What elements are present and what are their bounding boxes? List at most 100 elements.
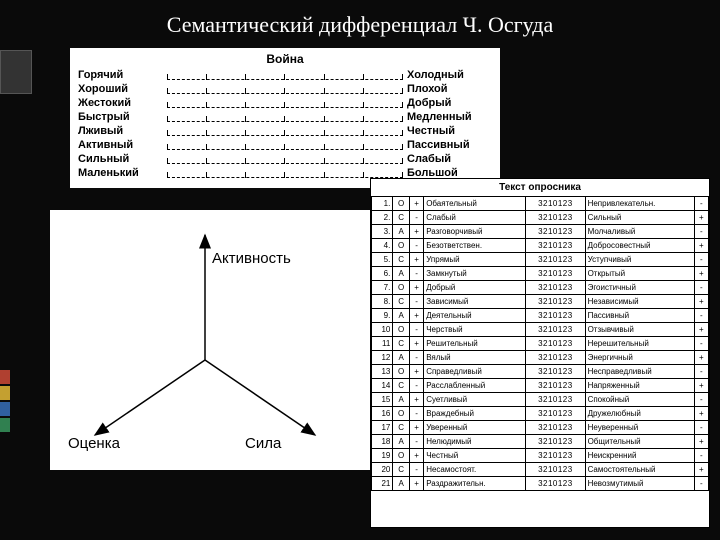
mark-2 bbox=[0, 386, 10, 400]
scale-ticks bbox=[167, 140, 403, 150]
cell-left-adj: Безответствен. bbox=[424, 239, 526, 253]
cell-sign-right: - bbox=[694, 477, 708, 491]
cell-factor: О bbox=[393, 239, 410, 253]
axis-label-left: Оценка bbox=[68, 435, 120, 452]
cell-factor: О bbox=[393, 197, 410, 211]
scale-right-label: Плохой bbox=[407, 83, 492, 95]
cell-scale: 3210123 bbox=[526, 393, 585, 407]
cell-left-adj: Несамостоят. bbox=[424, 463, 526, 477]
cell-sign-right: - bbox=[694, 253, 708, 267]
cell-right-adj: Общительный bbox=[585, 435, 694, 449]
cell-sign-right: + bbox=[694, 463, 708, 477]
cell-num: 11 bbox=[372, 337, 393, 351]
cell-sign-right: - bbox=[694, 281, 708, 295]
scale-left-label: Активный bbox=[78, 139, 163, 151]
scale-ticks bbox=[167, 154, 403, 164]
cell-right-adj: Эгоистичный bbox=[585, 281, 694, 295]
cell-sign-left: - bbox=[409, 463, 423, 477]
cell-num: 18 bbox=[372, 435, 393, 449]
cell-right-adj: Сильный bbox=[585, 211, 694, 225]
cell-sign-left: + bbox=[409, 337, 423, 351]
cell-right-adj: Дружелюбный bbox=[585, 407, 694, 421]
scale-row: Хороший Плохой bbox=[78, 82, 492, 96]
cell-sign-right: - bbox=[694, 337, 708, 351]
cell-factor: С bbox=[393, 211, 410, 225]
table-row: 18А-Нелюдимый3210123Общительный+ bbox=[372, 435, 709, 449]
cell-left-adj: Вялый bbox=[424, 351, 526, 365]
table-row: 20С-Несамостоят.3210123Самостоятельный+ bbox=[372, 463, 709, 477]
scale-ticks bbox=[167, 112, 403, 122]
cell-left-adj: Враждебный bbox=[424, 407, 526, 421]
cell-num: 20 bbox=[372, 463, 393, 477]
cell-right-adj: Пассивный bbox=[585, 309, 694, 323]
axis-label-top: Активность bbox=[212, 250, 291, 267]
cell-left-adj: Справедливый bbox=[424, 365, 526, 379]
cell-factor: А bbox=[393, 351, 410, 365]
cell-left-adj: Уверенный bbox=[424, 421, 526, 435]
cell-left-adj: Слабый bbox=[424, 211, 526, 225]
cell-scale: 3210123 bbox=[526, 197, 585, 211]
cell-scale: 3210123 bbox=[526, 477, 585, 491]
cell-factor: С bbox=[393, 295, 410, 309]
cell-sign-left: + bbox=[409, 365, 423, 379]
cell-scale: 3210123 bbox=[526, 323, 585, 337]
cell-factor: А bbox=[393, 435, 410, 449]
cell-right-adj: Отзывчивый bbox=[585, 323, 694, 337]
cell-num: 14 bbox=[372, 379, 393, 393]
table-row: 6.А-Замкнутый3210123Открытый+ bbox=[372, 267, 709, 281]
cell-sign-right: + bbox=[694, 407, 708, 421]
scale-right-label: Медленный bbox=[407, 111, 492, 123]
cell-sign-right: + bbox=[694, 211, 708, 225]
scale-left-label: Хороший bbox=[78, 83, 163, 95]
scale-right-label: Честный bbox=[407, 125, 492, 137]
cell-left-adj: Черствый bbox=[424, 323, 526, 337]
scale-ticks bbox=[167, 84, 403, 94]
cell-sign-right: - bbox=[694, 365, 708, 379]
cell-factor: А bbox=[393, 393, 410, 407]
table-row: 1.О+Обаятельный3210123Непривлекательн.- bbox=[372, 197, 709, 211]
cell-right-adj: Нерешительный bbox=[585, 337, 694, 351]
cell-sign-right: - bbox=[694, 421, 708, 435]
questionnaire-heading: Текст опросника bbox=[371, 179, 709, 196]
cell-sign-left: - bbox=[409, 323, 423, 337]
cell-num: 3. bbox=[372, 225, 393, 239]
cell-sign-right: + bbox=[694, 295, 708, 309]
table-row: 13О+Справедливый3210123Несправедливый- bbox=[372, 365, 709, 379]
cell-sign-right: - bbox=[694, 225, 708, 239]
cell-sign-left: + bbox=[409, 225, 423, 239]
cell-sign-left: + bbox=[409, 477, 423, 491]
cell-right-adj: Молчаливый bbox=[585, 225, 694, 239]
cell-right-adj: Невозмутимый bbox=[585, 477, 694, 491]
cell-factor: С bbox=[393, 379, 410, 393]
cell-num: 8. bbox=[372, 295, 393, 309]
scale-right-label: Слабый bbox=[407, 153, 492, 165]
cell-right-adj: Уступчивый bbox=[585, 253, 694, 267]
cell-sign-left: + bbox=[409, 197, 423, 211]
cell-sign-right: - bbox=[694, 309, 708, 323]
cell-right-adj: Несправедливый bbox=[585, 365, 694, 379]
questionnaire-panel: Текст опросника 1.О+Обаятельный3210123Не… bbox=[370, 178, 710, 528]
cell-left-adj: Раздражительн. bbox=[424, 477, 526, 491]
cell-num: 4. bbox=[372, 239, 393, 253]
cell-sign-left: - bbox=[409, 295, 423, 309]
cell-scale: 3210123 bbox=[526, 253, 585, 267]
cell-scale: 3210123 bbox=[526, 295, 585, 309]
cell-scale: 3210123 bbox=[526, 379, 585, 393]
cell-sign-left: - bbox=[409, 351, 423, 365]
cell-sign-left: + bbox=[409, 253, 423, 267]
cell-factor: О bbox=[393, 449, 410, 463]
cell-sign-left: - bbox=[409, 239, 423, 253]
cell-sign-right: + bbox=[694, 323, 708, 337]
cell-right-adj: Неискренний bbox=[585, 449, 694, 463]
scale-left-label: Лживый bbox=[78, 125, 163, 137]
mark-3 bbox=[0, 402, 10, 416]
cell-left-adj: Честный bbox=[424, 449, 526, 463]
axes-panel: Активность Оценка Сила bbox=[50, 210, 370, 470]
table-row: 12А-Вялый3210123Энергичный+ bbox=[372, 351, 709, 365]
cell-factor: А bbox=[393, 477, 410, 491]
table-row: 17С+Уверенный3210123Неуверенный- bbox=[372, 421, 709, 435]
cell-factor: А bbox=[393, 267, 410, 281]
scale-right-label: Добрый bbox=[407, 97, 492, 109]
cell-num: 12 bbox=[372, 351, 393, 365]
cell-left-adj: Решительный bbox=[424, 337, 526, 351]
